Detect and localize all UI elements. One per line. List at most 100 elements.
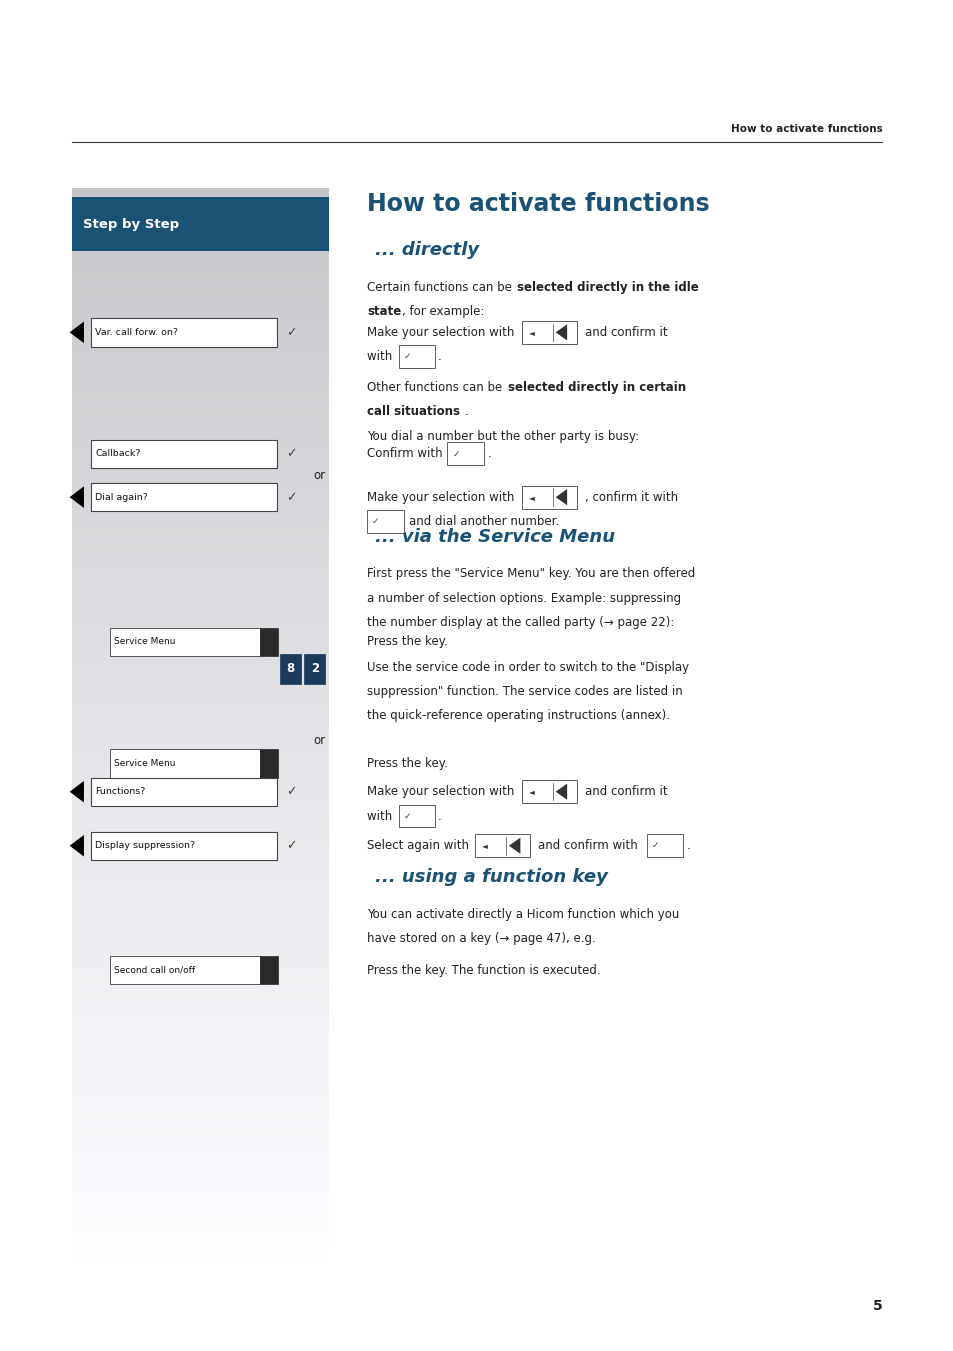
Bar: [71, 343, 329, 354]
Bar: [71, 497, 329, 508]
Bar: [521, 486, 577, 508]
Text: How to activate functions: How to activate functions: [730, 124, 882, 134]
Bar: [71, 434, 329, 444]
Bar: [71, 1136, 329, 1147]
Bar: [71, 1227, 329, 1238]
Bar: [71, 1127, 329, 1138]
Bar: [71, 480, 329, 490]
Bar: [71, 307, 329, 317]
Text: ✓: ✓: [651, 842, 659, 850]
Bar: [71, 1073, 329, 1084]
Bar: [71, 389, 329, 399]
Bar: [71, 754, 329, 763]
Bar: [71, 844, 329, 855]
Bar: [110, 627, 260, 657]
Bar: [91, 831, 276, 861]
Bar: [71, 900, 329, 909]
Text: Other functions can be: Other functions can be: [367, 381, 506, 394]
Bar: [260, 957, 277, 985]
Bar: [71, 808, 329, 819]
Bar: [71, 1273, 329, 1283]
Bar: [71, 197, 329, 251]
Bar: [71, 954, 329, 965]
Bar: [71, 197, 329, 208]
Text: have stored on a key (→ page 47), e.g.: have stored on a key (→ page 47), e.g.: [367, 932, 596, 946]
Bar: [398, 345, 435, 367]
Bar: [71, 361, 329, 372]
Text: .: .: [437, 350, 441, 363]
Text: suppression" function. The service codes are listed in: suppression" function. The service codes…: [367, 685, 682, 698]
Text: Make your selection with: Make your selection with: [367, 490, 517, 504]
Bar: [71, 270, 329, 281]
Bar: [71, 1173, 329, 1183]
Text: ... using a function key: ... using a function key: [375, 869, 607, 886]
Bar: [71, 735, 329, 746]
Bar: [71, 863, 329, 873]
Text: selected directly in the idle: selected directly in the idle: [517, 281, 699, 295]
Bar: [71, 324, 329, 335]
Text: ◄: ◄: [481, 842, 487, 850]
Bar: [304, 654, 325, 684]
Text: the number display at the called party (→ page 22):: the number display at the called party (…: [367, 616, 674, 630]
Text: ◄: ◄: [528, 328, 534, 336]
Text: ✓: ✓: [286, 326, 296, 339]
Bar: [71, 205, 329, 216]
Bar: [71, 489, 329, 499]
Bar: [71, 890, 329, 901]
Text: ✓: ✓: [452, 450, 459, 458]
Bar: [71, 1209, 329, 1220]
Bar: [71, 407, 329, 417]
Bar: [71, 744, 329, 755]
Bar: [71, 553, 329, 563]
Bar: [71, 526, 329, 535]
Text: Certain functions can be: Certain functions can be: [367, 281, 516, 295]
Bar: [71, 771, 329, 782]
Bar: [71, 334, 329, 345]
Polygon shape: [555, 784, 566, 800]
Bar: [71, 1046, 329, 1055]
Bar: [71, 370, 329, 381]
Text: the quick-reference operating instructions (annex).: the quick-reference operating instructio…: [367, 709, 670, 723]
Text: ... via the Service Menu: ... via the Service Menu: [375, 528, 615, 546]
Bar: [71, 762, 329, 773]
Text: Make your selection with: Make your selection with: [367, 326, 517, 339]
Text: Press the key.: Press the key.: [367, 757, 448, 770]
Bar: [71, 1200, 329, 1210]
Text: .: .: [686, 839, 690, 852]
Bar: [71, 1100, 329, 1111]
Polygon shape: [70, 486, 84, 508]
Text: Select again with: Select again with: [367, 839, 473, 852]
Bar: [260, 748, 277, 778]
Bar: [71, 351, 329, 362]
Bar: [71, 570, 329, 581]
Text: Step by Step: Step by Step: [83, 218, 179, 231]
Bar: [71, 397, 329, 408]
Bar: [71, 616, 329, 627]
Bar: [71, 461, 329, 471]
Text: call situations: call situations: [367, 405, 459, 419]
Text: Dial again?: Dial again?: [95, 493, 148, 501]
Bar: [71, 626, 329, 636]
Bar: [91, 484, 276, 511]
Bar: [71, 543, 329, 554]
Bar: [71, 908, 329, 919]
Bar: [71, 534, 329, 544]
Text: , confirm it with: , confirm it with: [584, 490, 678, 504]
Bar: [91, 439, 276, 467]
Text: or: or: [313, 469, 325, 482]
Bar: [71, 416, 329, 427]
Bar: [71, 1182, 329, 1193]
Text: ✓: ✓: [286, 447, 296, 461]
Bar: [71, 854, 329, 865]
Bar: [71, 1163, 329, 1174]
Text: First press the "Service Menu" key. You are then offered: First press the "Service Menu" key. You …: [367, 567, 695, 581]
Bar: [71, 681, 329, 690]
Bar: [367, 509, 403, 532]
Bar: [71, 798, 329, 809]
Text: a number of selection options. Example: suppressing: a number of selection options. Example: …: [367, 592, 680, 605]
Bar: [71, 288, 329, 299]
Bar: [110, 748, 260, 778]
Text: 5: 5: [872, 1300, 882, 1313]
Text: ✓: ✓: [286, 490, 296, 504]
Polygon shape: [555, 489, 566, 505]
